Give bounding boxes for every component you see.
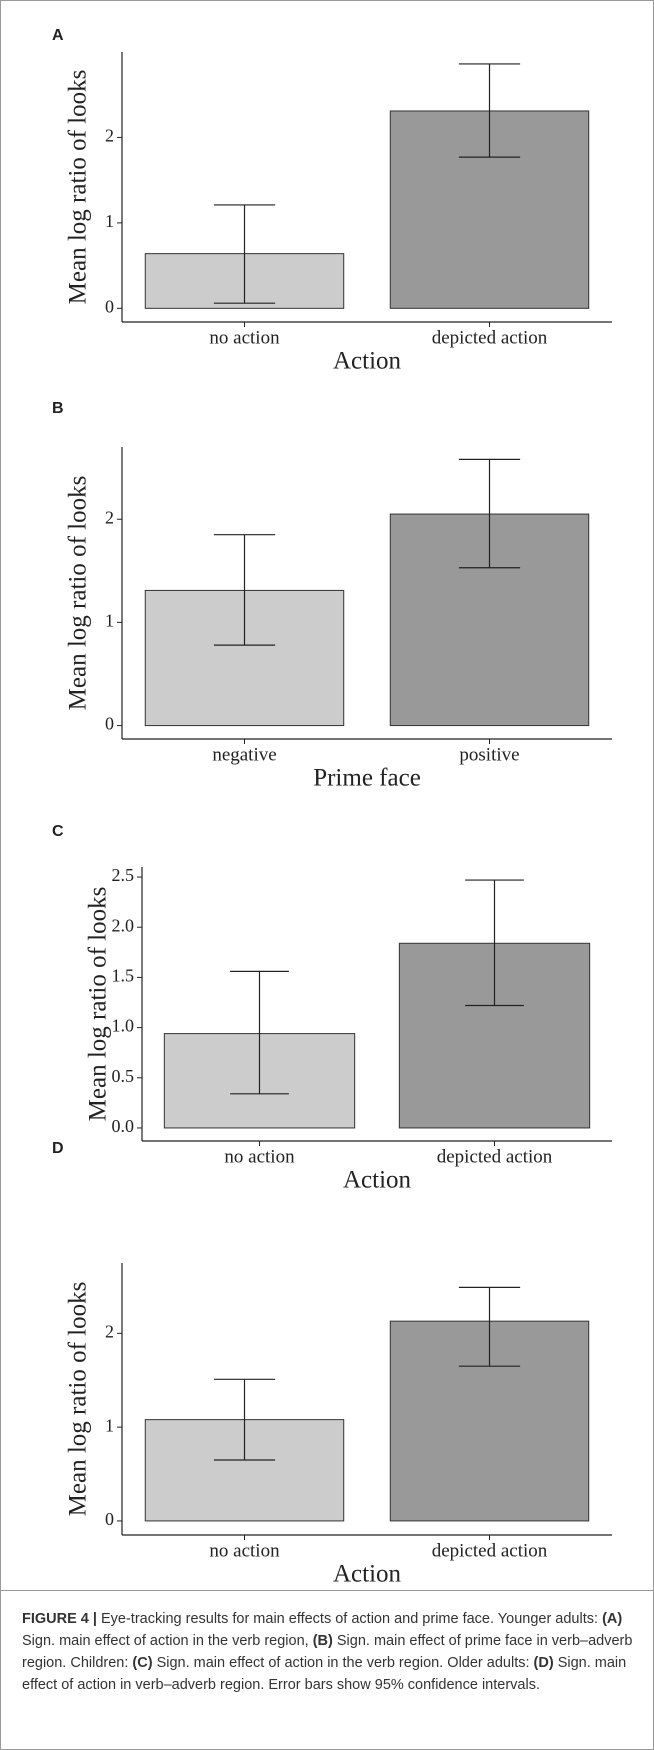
y-tick-label: 1	[105, 611, 114, 631]
x-axis-title: Action	[343, 1167, 412, 1194]
y-axis-title: Mean log ratio of looks	[65, 70, 92, 305]
caption-text: Sign. main effect of action in verb–adve…	[22, 1655, 631, 1693]
x-tick-label: no action	[224, 1146, 295, 1167]
y-tick-label: 2	[105, 507, 114, 527]
x-axis-title: Action	[333, 348, 402, 375]
x-tick-label: depicted action	[432, 327, 548, 348]
x-tick-label: negative	[212, 744, 276, 765]
x-tick-label: depicted action	[437, 1146, 553, 1167]
x-axis-title: Action	[333, 1561, 402, 1588]
y-tick-label: 1.5	[112, 966, 135, 986]
y-tick-label: 2.0	[112, 915, 135, 935]
caption-bold: FIGURE 4 |	[22, 1611, 97, 1627]
error-bar	[230, 970, 289, 1095]
panel-letter: A	[52, 27, 64, 44]
error-bar	[465, 879, 524, 1007]
y-tick-label: 1.0	[112, 1016, 135, 1036]
x-tick-label: positive	[459, 744, 519, 765]
caption-text: Sign. main effect of prime face in verb–…	[22, 1633, 637, 1671]
y-tick-label: 2.5	[112, 865, 135, 885]
separator	[0, 1590, 654, 1591]
error-bar	[458, 458, 521, 569]
y-axis-title: Mean log ratio of looks	[65, 476, 92, 711]
y-axis-title: Mean log ratio of looks	[85, 887, 112, 1122]
caption-bold: (A)	[602, 1611, 623, 1627]
y-tick-label: 0	[105, 296, 114, 316]
error-bar	[458, 63, 521, 158]
x-tick-label: no action	[209, 327, 280, 348]
x-axis-title: Prime face	[313, 765, 421, 792]
y-tick-label: 0	[105, 1509, 114, 1529]
y-tick-label: 0	[105, 714, 114, 734]
panel-letter: C	[52, 823, 64, 840]
y-axis-title: Mean log ratio of looks	[65, 1282, 92, 1517]
error-bar	[213, 1378, 276, 1461]
x-tick-label: depicted action	[432, 1540, 548, 1561]
caption-bold: (D)	[533, 1655, 554, 1671]
caption-bold: (B)	[312, 1633, 333, 1649]
y-tick-label: 1	[105, 211, 114, 231]
caption-text: Sign. main effect of action in the verb …	[22, 1611, 627, 1649]
panel-letter: B	[52, 400, 64, 417]
caption-bold: (C)	[132, 1655, 153, 1671]
caption: FIGURE 4 | Eye-tracking results for main…	[22, 1608, 634, 1696]
x-tick-label: no action	[209, 1540, 280, 1561]
caption-text: Sign. main effect of action in the verb …	[152, 1655, 534, 1671]
y-tick-label: 0.0	[112, 1116, 135, 1136]
panel-letter: D	[52, 1140, 64, 1157]
error-bar	[213, 534, 276, 646]
y-tick-label: 2	[105, 1321, 114, 1341]
charts: A 0 1 2 no action depicted action Action Mean l…	[52, 27, 612, 1588]
error-bar	[458, 1286, 521, 1367]
error-bar	[213, 204, 276, 304]
caption-text: Eye-tracking results for main effects of…	[96, 1611, 603, 1627]
y-tick-label: 1	[105, 1415, 114, 1435]
y-tick-label: 2	[105, 126, 114, 146]
y-tick-label: 0.5	[112, 1066, 135, 1086]
